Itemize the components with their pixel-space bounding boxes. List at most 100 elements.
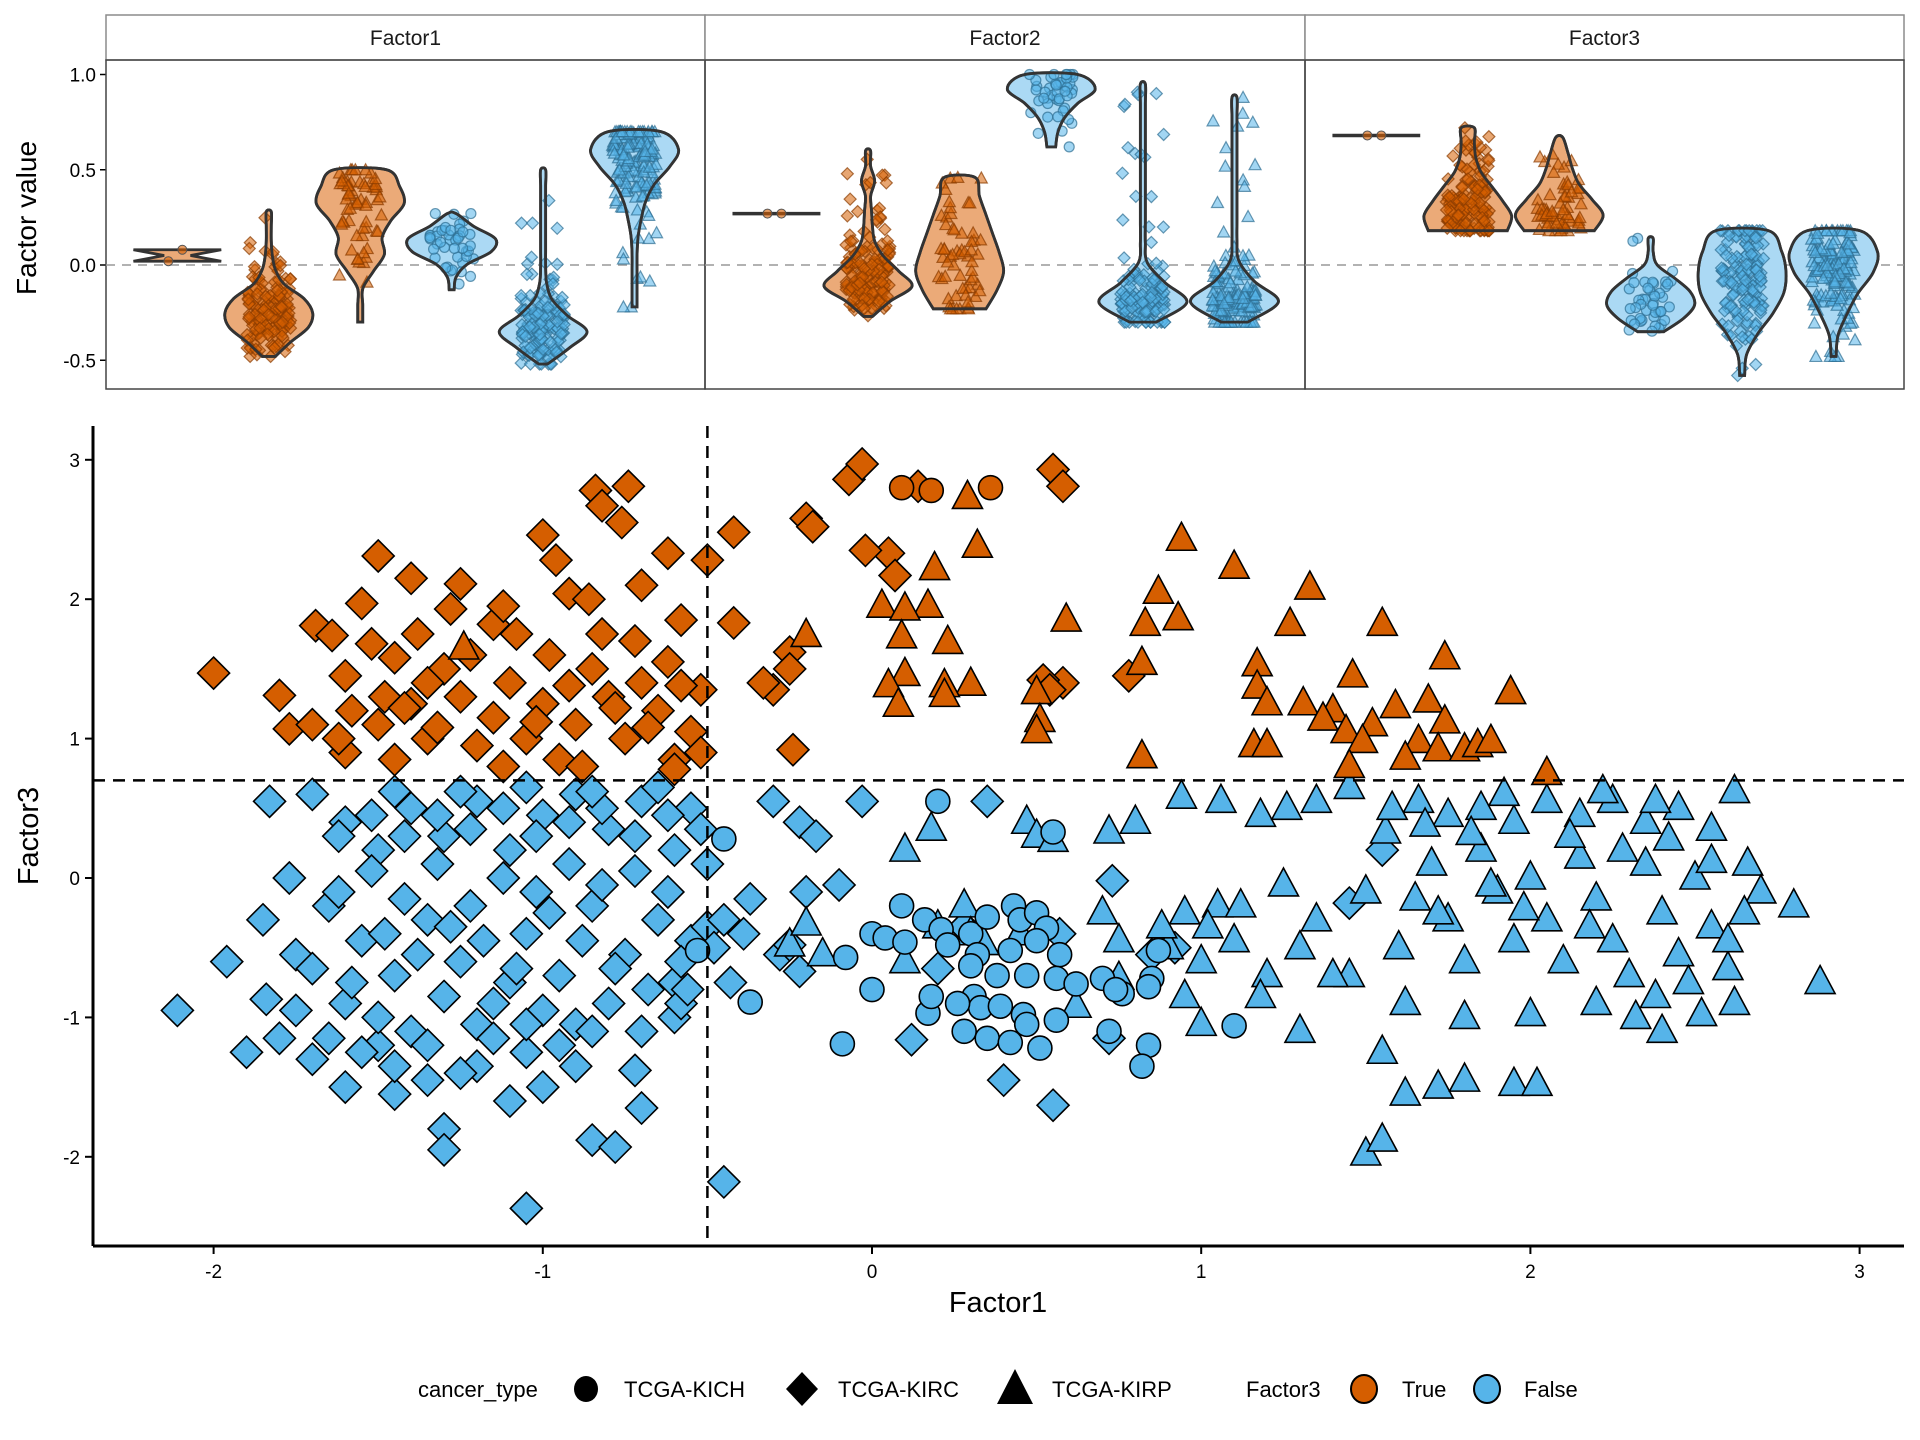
facet-strip-label: Factor1	[370, 27, 441, 50]
scatter-point-kirp-false	[1579, 880, 1613, 911]
scatter-point-kich-false	[918, 983, 945, 1010]
violin-jitter-point	[1218, 158, 1233, 172]
scatter-point-kirc-false	[525, 993, 560, 1028]
scatter-point-kirc-true	[650, 536, 686, 571]
violin-outline	[405, 210, 499, 292]
scatter-point-kirp-false	[1497, 1065, 1531, 1097]
scatter-point-kirc-true	[584, 488, 620, 523]
scatter-point-kirc-true	[624, 665, 659, 700]
violin-jitter-point	[620, 139, 635, 153]
violin-tcga-kirp-false	[1787, 223, 1880, 363]
scatter-point-kirc-false	[209, 944, 244, 979]
violin-jitter-point	[1223, 275, 1238, 289]
violin-jitter-point	[965, 269, 980, 283]
violin-jitter-point	[1144, 189, 1159, 204]
scatter-point-kirc-false	[377, 1049, 412, 1084]
legend-label-false: False	[1524, 1377, 1578, 1402]
violin-jitter-point	[1624, 303, 1636, 315]
scatter-point-kirc-true	[314, 618, 350, 653]
scatter-point-kirc-false	[433, 909, 468, 944]
violin-jitter-point	[762, 208, 773, 219]
violin-jitter-point	[1376, 130, 1387, 141]
scatter-point-kich-false	[1046, 941, 1073, 968]
scatter-point-kirc-false	[631, 972, 666, 1007]
violin-jitter-point	[1208, 263, 1223, 277]
scatter-point-kirc-false	[844, 784, 880, 819]
scatter-point-kich-false	[997, 1029, 1024, 1056]
scatter-point-kirp-false	[1431, 796, 1465, 828]
scatter-point-kirc-false	[486, 791, 521, 826]
scatter-point-kich-true	[918, 477, 945, 504]
scatter-point-kich-true	[977, 474, 1004, 501]
scatter-point-kirc-true	[486, 589, 521, 624]
violin-jitter-point	[609, 130, 624, 144]
scatter-point-kirc-false	[252, 784, 287, 819]
violin-jitter-point	[258, 289, 273, 304]
violin-jitter-point	[1240, 279, 1255, 293]
violin-jitter-point	[1115, 166, 1130, 181]
violin-jitter-point	[1156, 220, 1171, 234]
scatter-point-kirp-true	[954, 665, 988, 697]
scatter-point-kirp-false	[1744, 873, 1778, 904]
violin-jitter-point	[1451, 208, 1466, 223]
scatter-point-kirp-false	[1652, 820, 1686, 851]
scatter-point-kirc-false	[591, 986, 626, 1021]
scatter-point-kirc-true	[772, 651, 807, 687]
scatter-point-kirc-false	[272, 860, 307, 896]
violin-jitter-point	[1814, 241, 1829, 255]
scatter-point-kirp-false	[1375, 789, 1409, 821]
scatter-point-kirc-false	[344, 1035, 379, 1070]
violin-jitter-point	[374, 207, 389, 221]
violin-jitter-point	[356, 220, 371, 234]
violin-jitter-point	[1063, 141, 1075, 153]
legend-shape-title: cancer_type	[418, 1377, 538, 1402]
scatter-point-kirp-true	[1428, 703, 1462, 734]
scatter-point-kirc-false	[575, 774, 610, 809]
violin-jitter-point	[163, 256, 174, 267]
scatter-point-kirc-false	[321, 819, 356, 854]
violin-jitter-point	[1455, 180, 1470, 195]
scatter-point-kirp-true	[1250, 726, 1284, 758]
scatter-point-kirc-false	[690, 846, 725, 882]
scatter-point-kirc-true	[387, 690, 422, 726]
violin-jitter-point	[879, 176, 894, 190]
violin-jitter-point	[844, 234, 858, 249]
scatter-point-kirp-true	[1217, 548, 1251, 579]
violin-jitter-point	[611, 172, 626, 186]
violin-jitter-point	[1147, 273, 1161, 287]
scatter-point-kirp-false	[1803, 963, 1837, 995]
scatter-point-kirc-false	[552, 805, 587, 840]
violin-body	[133, 248, 222, 263]
violin-jitter-point	[543, 335, 558, 350]
scatter-point-kich-false	[974, 904, 1001, 930]
scatter-point-kirc-false	[262, 1021, 297, 1056]
facet-factor2: Factor2	[704, 14, 1306, 390]
violin-jitter-point	[1723, 299, 1738, 314]
scatter-point-kirp-false	[1530, 901, 1564, 932]
violin-jitter-point	[1236, 90, 1251, 103]
scatter-point-kirc-true	[377, 640, 412, 675]
violin-jitter-point	[1808, 349, 1823, 363]
legend-item-false: False	[1473, 1374, 1578, 1404]
violin-outline	[1097, 80, 1189, 324]
violin-tcga-kirc-false	[497, 166, 589, 371]
violin-y-axis: 1.0 0.5 0.0 -0.5	[63, 66, 106, 372]
violin-jitter-point	[938, 269, 953, 282]
violin-jitter-point	[1841, 236, 1857, 250]
violin-outline	[1605, 235, 1697, 334]
scatter-point-kirp-false	[1316, 956, 1350, 988]
violin-jitter-point	[642, 273, 657, 287]
scatter-point-kirp-false	[1695, 908, 1728, 939]
violin-jitter-point	[1739, 257, 1754, 272]
scatter-point-kirc-false	[525, 1069, 560, 1105]
scatter-point-kirp-false	[1563, 838, 1597, 869]
violin-jitter-point	[1156, 127, 1171, 142]
violin-jitter-point	[1470, 182, 1485, 197]
violin-jitter-point	[1439, 203, 1454, 217]
violin-jitter-point	[350, 195, 365, 209]
scatter-point-kirp-false	[1639, 782, 1672, 814]
scatter-point-kirp-true	[1329, 712, 1363, 744]
violin-jitter-point	[1446, 149, 1460, 163]
violin-jitter-point	[1042, 111, 1054, 123]
scatter-point-kirc-false	[733, 881, 768, 917]
